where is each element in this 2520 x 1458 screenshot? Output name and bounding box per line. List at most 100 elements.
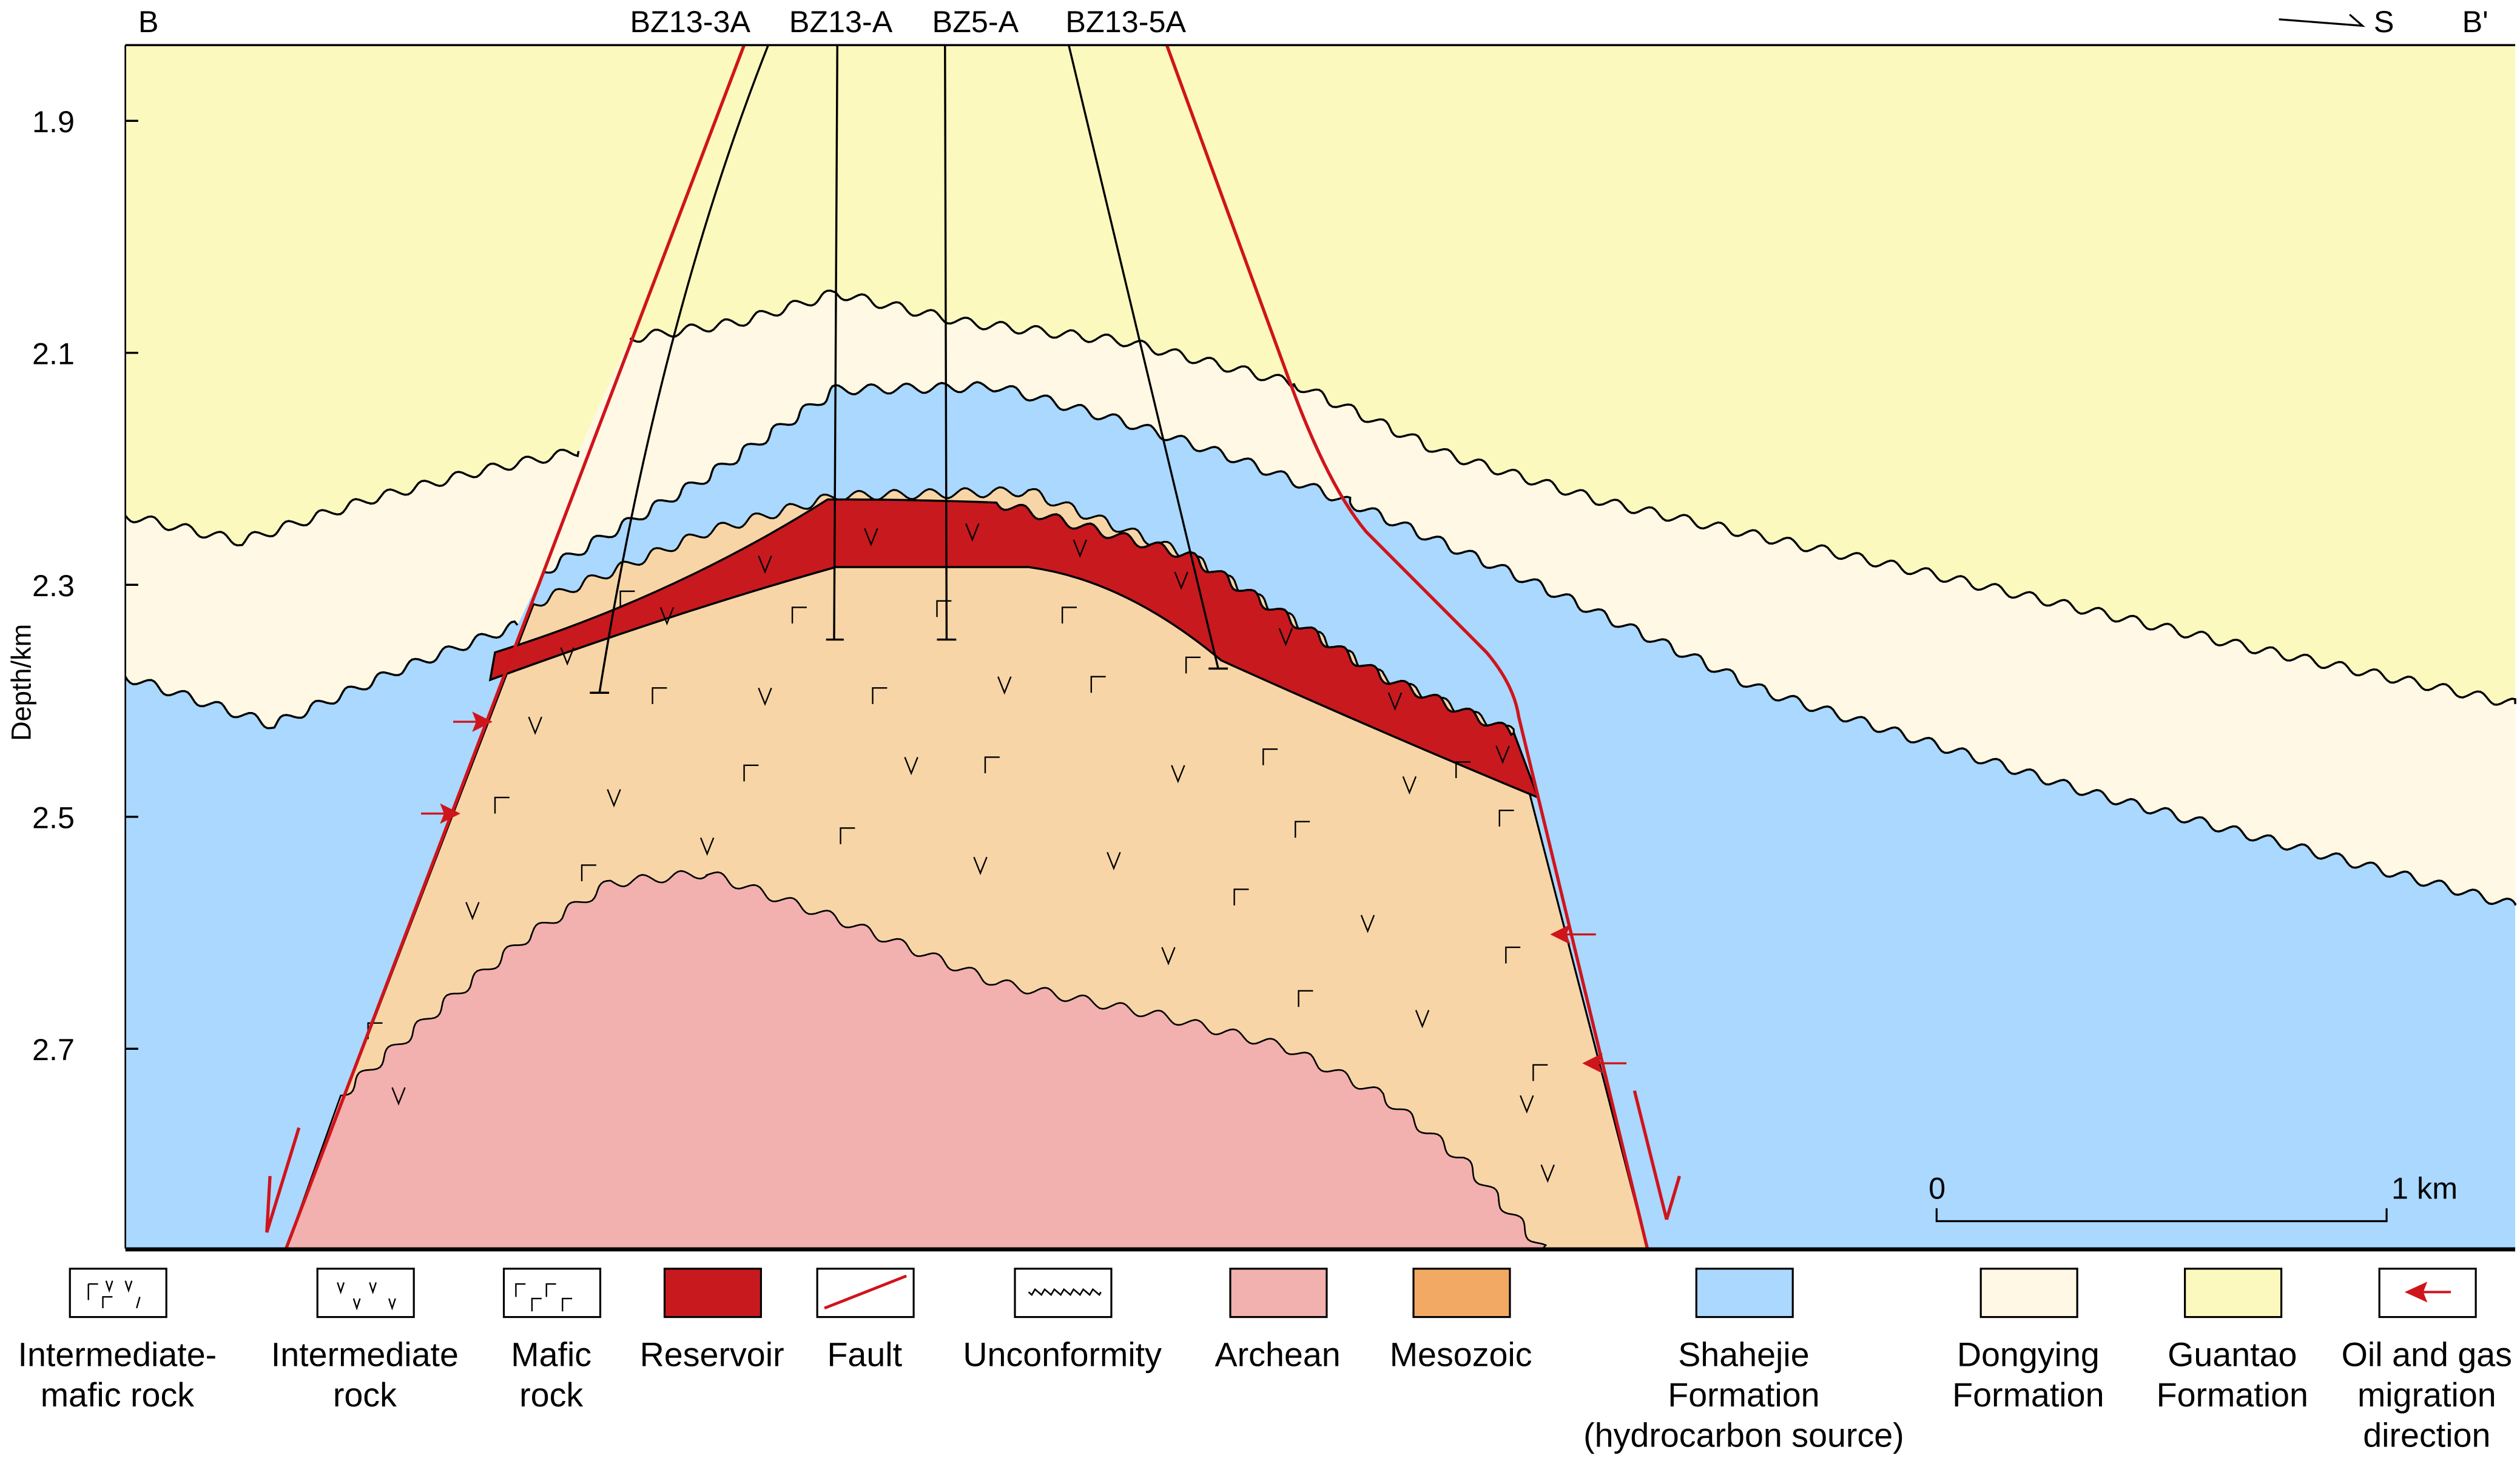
reservoir-body xyxy=(488,498,1540,800)
intermediate-mafic-rock-icon xyxy=(87,1280,141,1309)
legend-label: rock xyxy=(519,1376,583,1414)
legend-label: Mafic xyxy=(511,1336,591,1374)
legend-swatch xyxy=(316,1268,415,1319)
mafic-rock-symbol-icon xyxy=(1090,676,1106,693)
depth-tick-label: 2.3 xyxy=(32,568,75,603)
mafic-rock-symbol-icon xyxy=(619,590,635,608)
depth-tick-label: 2.1 xyxy=(32,336,75,371)
migration-arrow-icon xyxy=(453,711,493,732)
intermediate-rock-symbol-icon xyxy=(1540,1164,1555,1183)
labels: B B' S BZ13-3A BZ13-A BZ5-A BZ13-5A 1.9 … xyxy=(5,4,2488,1223)
wells xyxy=(590,44,1228,694)
legend-label: rock xyxy=(333,1376,397,1414)
legend-swatch xyxy=(1014,1268,1113,1319)
legend-label: Intermediate- xyxy=(18,1336,217,1374)
legend-item-unconformity: Unconformity xyxy=(963,1268,1162,1374)
legend-item-intermediate-mafic-rock: Intermediate-mafic rock xyxy=(18,1268,217,1414)
legend-label: Mesozoic xyxy=(1390,1336,1532,1374)
depth-tick-label: 1.9 xyxy=(32,104,75,139)
rock-symbols xyxy=(367,523,1555,1183)
legend-item-archean: Archean xyxy=(1215,1268,1341,1374)
legend-label: Formation xyxy=(1952,1376,2104,1414)
mafic-rock-symbol-icon xyxy=(1532,1064,1548,1081)
intermediate-rock-symbol-icon xyxy=(1495,745,1510,764)
intermediate-rock-symbol-icon xyxy=(1402,776,1417,795)
intermediate-rock-symbol-icon xyxy=(997,676,1012,695)
intermediate-rock-symbol-icon xyxy=(1360,915,1375,933)
legend-swatch xyxy=(663,1268,763,1319)
legend: Intermediate-mafic rockIntermediaterockM… xyxy=(18,1268,2512,1454)
right-fault xyxy=(1165,44,1649,1249)
legend-swatch xyxy=(2184,1268,2283,1319)
legend-label: migration xyxy=(2357,1376,2496,1414)
mafic-rock-symbol-icon xyxy=(1298,990,1313,1007)
intermediate-rock-symbol-icon xyxy=(659,607,675,626)
legend-label: Formation xyxy=(1668,1376,1819,1414)
well-label-bz13-a: BZ13-A xyxy=(789,4,893,39)
legend-label: Formation xyxy=(2157,1376,2308,1414)
fault-slip-right-icon xyxy=(1632,1090,1681,1220)
intermediate-rock-symbol-icon xyxy=(758,687,772,707)
well-label-bz13-3a: BZ13-3A xyxy=(630,4,751,39)
unconformity-line xyxy=(124,620,519,730)
intermediate-rock-symbol-icon xyxy=(1161,947,1176,966)
legend-label: Dongying xyxy=(1957,1336,2100,1374)
legend-label: Intermediate xyxy=(271,1336,459,1374)
mafic-rock-symbol-icon xyxy=(1233,889,1249,905)
intermediate-rock-symbol-icon xyxy=(904,757,918,776)
intermediate-rock-symbol-icon xyxy=(607,789,621,808)
mafic-rock-symbol-icon xyxy=(1262,748,1278,765)
legend-label: Shahejie xyxy=(1678,1336,1809,1374)
y-axis-label: Depth/km xyxy=(5,624,36,741)
guantao-formation xyxy=(125,45,2516,705)
intermediate-rock-symbol-icon xyxy=(973,856,988,875)
intermediate-rock-symbol-icon xyxy=(391,1087,406,1106)
section-end-label: B' xyxy=(2462,4,2488,39)
intermediate-rock-symbol-icon xyxy=(965,523,980,542)
well-trajectory-bz5-a xyxy=(937,45,957,641)
intermediate-rock-symbol-icon xyxy=(864,528,878,547)
intermediate-rock-symbol-icon xyxy=(1073,539,1087,558)
fault-slip-left-icon xyxy=(265,1127,301,1233)
intermediate-rock-symbol-icon xyxy=(1387,692,1403,711)
unconformity-line xyxy=(543,381,1352,574)
mafic-rock-symbol-icon xyxy=(581,864,596,882)
mafic-rock-symbol-icon xyxy=(840,827,855,844)
intermediate-rock-symbol-icon xyxy=(1107,852,1121,870)
legend-swatch xyxy=(1229,1268,1328,1319)
mafic-rock-symbol-icon xyxy=(494,796,510,814)
mafic-rock-icon xyxy=(515,1283,573,1312)
mafic-rock-symbol-icon xyxy=(1295,821,1310,838)
intermediate-rock-symbol-icon xyxy=(465,902,480,921)
well-label-bz13-5a: BZ13-5A xyxy=(1065,4,1186,39)
migration-arrow-icon xyxy=(421,803,460,824)
direction-label: S xyxy=(2374,4,2394,39)
mafic-rock-symbol-icon xyxy=(872,687,888,704)
archean-basement xyxy=(285,870,1548,1250)
intermediate-rock-symbol-icon xyxy=(528,716,542,735)
legend-label: Oil and gas xyxy=(2342,1336,2512,1374)
unconformity-line xyxy=(1293,383,2516,706)
intermediate-rock-symbol-icon xyxy=(1415,1010,1430,1029)
intermediate-rock-symbol-icon xyxy=(560,647,574,666)
unconformity-line xyxy=(629,289,1295,390)
section-plot xyxy=(124,44,2517,1252)
legend-item-fault: Fault xyxy=(816,1268,915,1374)
mafic-rock-symbol-icon xyxy=(1061,606,1077,624)
mafic-rock-symbol-icon xyxy=(791,606,807,624)
legend-label: mafic rock xyxy=(41,1376,195,1414)
well-trajectory-bz13-a xyxy=(826,45,844,641)
intermediate-rock-symbol-icon xyxy=(1278,628,1293,647)
unconformity-line xyxy=(1349,502,2517,906)
migration-arrow-icon xyxy=(1550,924,1596,945)
migration-arrows xyxy=(421,711,1627,1074)
mafic-rock-symbol-icon xyxy=(1498,809,1514,827)
left-fault xyxy=(285,44,746,1249)
well-trajectory-bz13-5a xyxy=(1068,44,1228,670)
intermediate-rock-symbol-icon xyxy=(1174,571,1188,590)
legend-label: Archean xyxy=(1215,1336,1341,1374)
